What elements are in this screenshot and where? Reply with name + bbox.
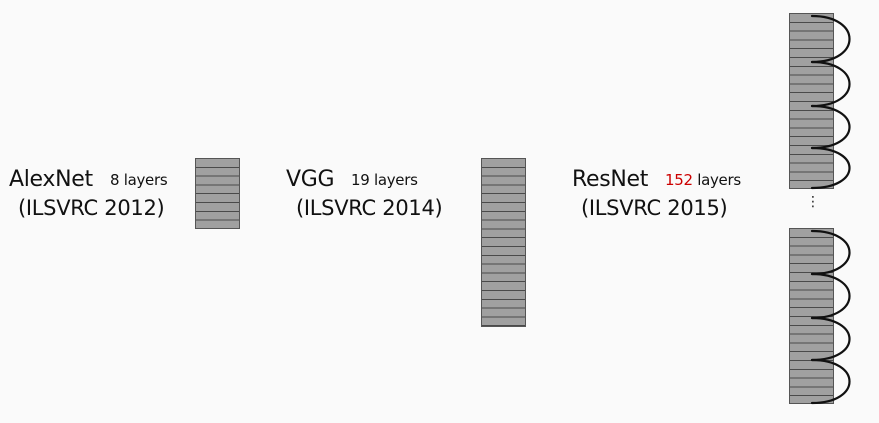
resnet-gap-ellipsis: ⋮ (806, 194, 820, 210)
vgg-name: VGG (286, 167, 335, 192)
alexnet-layer-count: 8 layers (110, 171, 168, 189)
resnet-count-number: 152 (665, 171, 693, 189)
resnet-layer-stack-top (789, 13, 834, 189)
alexnet-competition: (ILSVRC 2012) (18, 196, 165, 220)
alexnet-count-word: layers (123, 171, 168, 189)
resnet-count-word: layers (697, 171, 741, 189)
vgg-count-word: layers (373, 171, 418, 189)
vgg-layer-stack (481, 158, 526, 327)
vgg-competition: (ILSVRC 2014) (296, 196, 443, 220)
alexnet-layer-stack (195, 158, 240, 229)
vgg-count-number: 19 (351, 171, 370, 189)
vgg-layer-count: 19 layers (351, 171, 418, 189)
resnet-competition: (ILSVRC 2015) (581, 196, 728, 220)
alexnet-name: AlexNet (9, 167, 93, 192)
resnet-name: ResNet (572, 167, 649, 192)
resnet-layer-count: 152 layers (665, 171, 741, 189)
alexnet-count-number: 8 (110, 171, 120, 189)
resnet-layer-stack-bottom (789, 228, 834, 404)
